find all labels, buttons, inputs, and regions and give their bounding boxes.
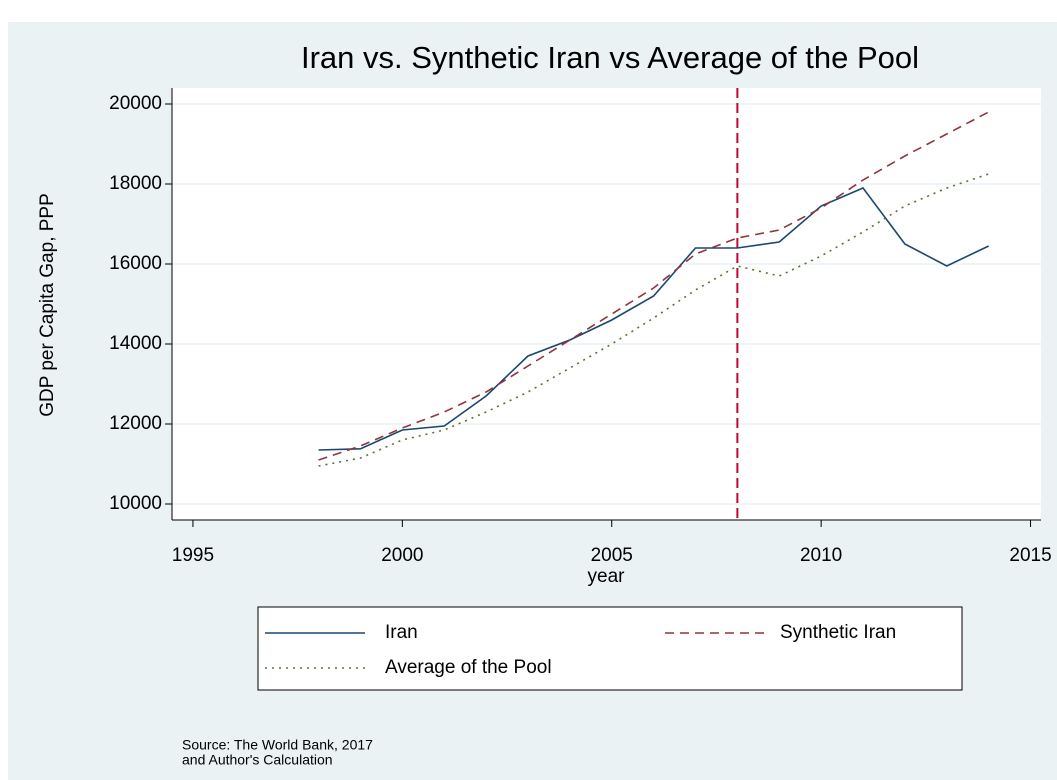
note: Source: The World Bank, 2017: [182, 737, 373, 753]
chart-title: Iran vs. Synthetic Iran vs Average of th…: [301, 40, 919, 75]
plot-area: [172, 88, 1041, 520]
y-tick-label: 12000: [109, 413, 162, 434]
y-tick-label: 18000: [109, 173, 162, 194]
note: and Author's Calculation: [182, 752, 333, 768]
x-tick-label: 2015: [1009, 545, 1051, 566]
y-tick-label: 10000: [109, 493, 162, 514]
x-tick-label: 2000: [381, 545, 423, 566]
line-series: [318, 111, 990, 461]
x-axis-label: year: [588, 566, 626, 587]
x-tick-label: 1995: [172, 545, 214, 566]
x-tick-label: 2010: [800, 545, 842, 566]
x-tick-label: 2005: [591, 545, 633, 566]
y-tick-label: 20000: [109, 93, 162, 114]
legend-label: Average of the Pool: [385, 657, 552, 678]
y-axis-label: GDP per Capita Gap, PPP: [37, 193, 58, 417]
legend-label: Iran: [385, 622, 418, 643]
legend-box: [257, 606, 963, 691]
legend-label: Synthetic Iran: [780, 622, 896, 643]
y-tick-label: 16000: [109, 253, 162, 274]
line-series: [318, 187, 989, 451]
y-tick-label: 14000: [109, 333, 162, 354]
